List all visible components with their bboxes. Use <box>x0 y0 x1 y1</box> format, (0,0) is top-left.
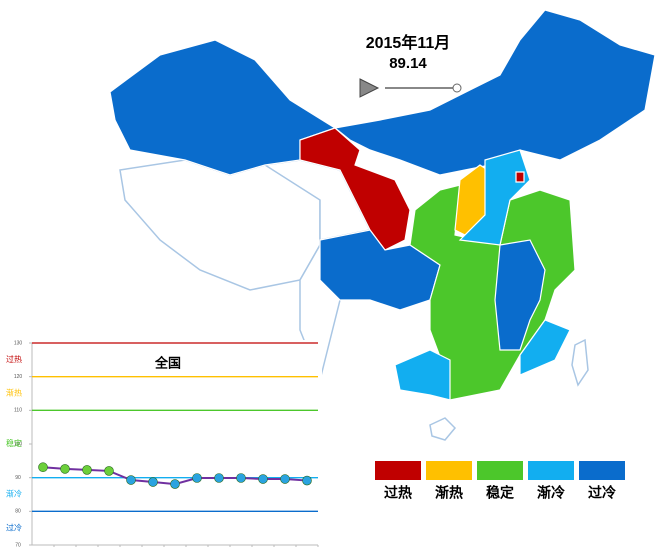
map <box>109 9 656 441</box>
y-tick-label: 90 <box>15 475 21 481</box>
legend-label: 过冷 <box>588 485 616 501</box>
province <box>394 349 451 401</box>
province <box>429 417 457 441</box>
y-tick-label: 120 <box>14 374 23 380</box>
y-tick-label: 110 <box>14 408 22 414</box>
data-point <box>192 473 202 483</box>
y-tick-label: 100 <box>14 441 23 447</box>
data-point <box>302 475 312 486</box>
province <box>333 9 656 176</box>
zone-label: 过冷 <box>6 522 22 532</box>
data-point <box>60 464 70 474</box>
date: 2015年11月 <box>366 33 451 52</box>
data-point <box>104 466 114 476</box>
chart-background <box>0 340 322 547</box>
data-point <box>258 474 268 484</box>
play-button[interactable] <box>359 78 380 98</box>
province <box>494 239 546 351</box>
zone-label: 过热 <box>6 354 22 364</box>
legend-swatch <box>579 461 625 480</box>
legend-label: 渐热 <box>435 485 463 501</box>
legend-swatch <box>426 461 472 480</box>
legend-label: 过热 <box>384 485 412 501</box>
legend-swatch <box>477 461 523 480</box>
y-tick-label: 70 <box>15 542 21 547</box>
zone-label: 稳定 <box>6 438 22 448</box>
zone-label: 渐冷 <box>6 489 22 499</box>
legend-label: 渐冷 <box>537 485 565 501</box>
legend-label: 稳定 <box>486 485 514 501</box>
data-point <box>38 462 48 473</box>
data-point <box>126 475 136 485</box>
data-point <box>280 474 290 484</box>
province <box>519 319 571 376</box>
y-tick-label: 130 <box>14 340 23 346</box>
data-point <box>214 473 224 483</box>
chart-title: 全国 <box>154 355 181 370</box>
province <box>571 338 589 387</box>
index-value: 89.14 <box>389 55 427 72</box>
data-point <box>82 465 92 475</box>
legend-swatch <box>375 461 421 480</box>
data-point <box>170 479 180 489</box>
legend-swatch <box>528 461 574 480</box>
data-point <box>148 477 158 487</box>
zone-label: 渐热 <box>6 388 22 398</box>
slider-knob[interactable] <box>452 83 462 93</box>
province <box>515 171 525 183</box>
province <box>458 149 531 246</box>
y-tick-label: 80 <box>15 509 21 515</box>
data-point <box>236 473 246 483</box>
legend: 过热 渐热 稳定 渐冷 过冷 <box>375 461 625 501</box>
province <box>299 127 411 251</box>
